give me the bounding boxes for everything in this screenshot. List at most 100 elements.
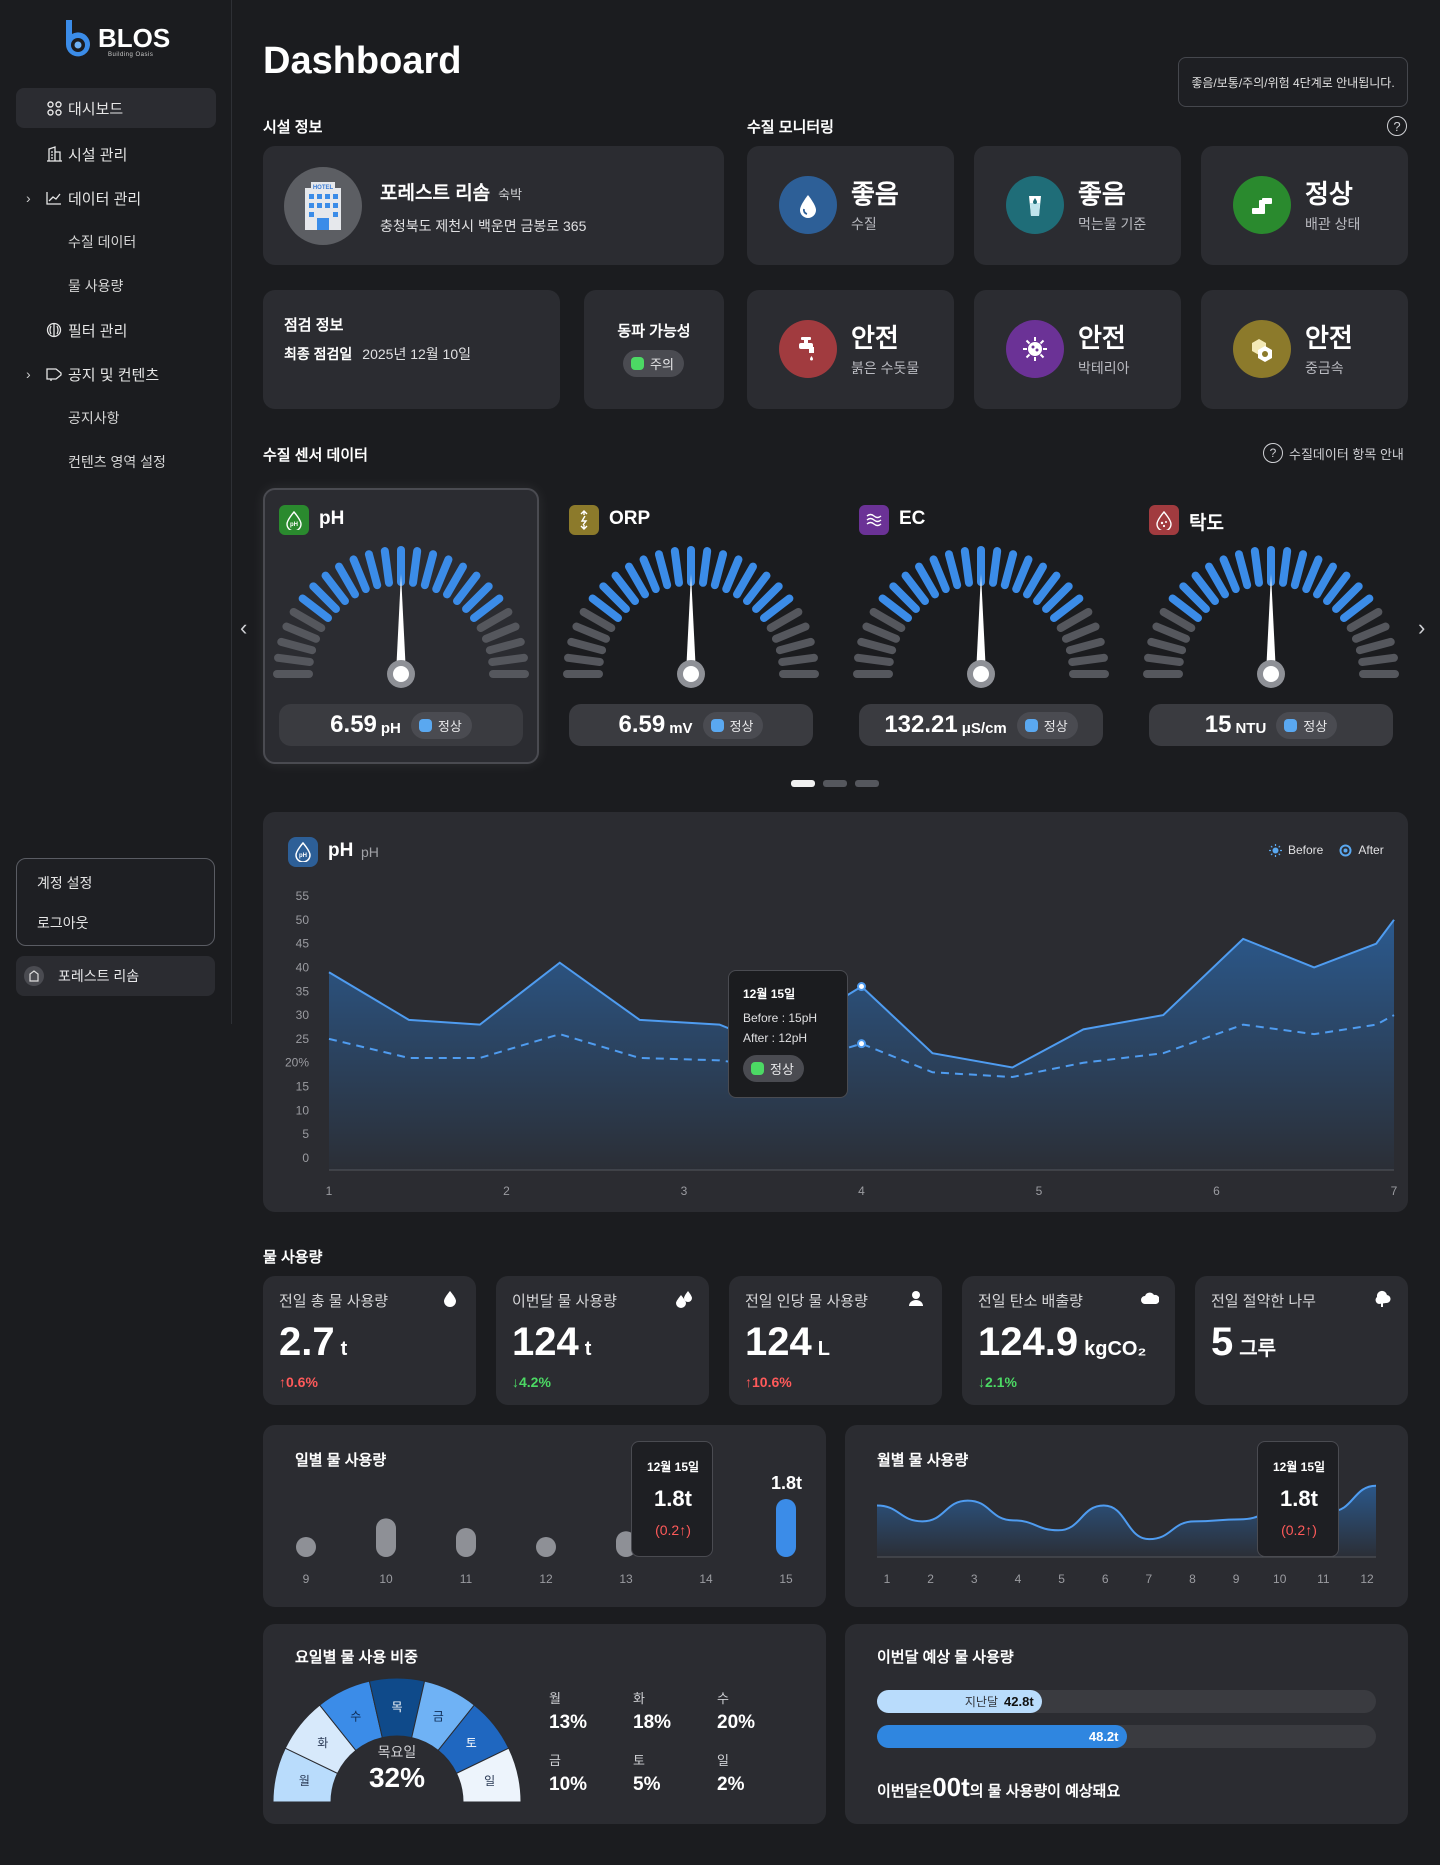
sensor-value-box: 6.59 pH 정상 <box>279 704 523 746</box>
status-dot <box>418 718 432 732</box>
y-tick-label: 55 <box>296 889 310 903</box>
x-tick-label: 14 <box>699 1572 713 1586</box>
stat-value: 124 t <box>512 1320 591 1365</box>
sensor-card-1[interactable]: pH pH 6.59 pH 정상 <box>263 488 539 764</box>
forecast-card: 이번달 예상 물 사용량 지난달 42.8t 48.2t 이번달은 00t 의 … <box>845 1624 1408 1824</box>
x-tick-label: 5 <box>1058 1572 1065 1586</box>
x-tick-label: 13 <box>619 1572 633 1586</box>
daily-bar-chart[interactable]: 9 10 11 12 13 14 15 <box>263 1425 826 1607</box>
donut-center-day: 목요일 <box>377 1744 417 1760</box>
gauge-tick <box>1355 637 1395 655</box>
sidebar-item-water-quality-data[interactable]: 수질 데이터 <box>16 220 216 264</box>
y-tick-label: 10 <box>296 1103 310 1117</box>
gauge-tick <box>298 594 333 622</box>
stat-unit: L <box>817 1338 830 1360</box>
gauge-tick <box>420 550 438 590</box>
gauge-tick <box>1144 653 1184 666</box>
account-settings-link[interactable]: 계정 설정 <box>37 875 93 891</box>
y-tick-label: 30 <box>296 1008 310 1022</box>
sensor-name: 탁도 <box>1189 513 1224 534</box>
this-month-value: 48.2t <box>1088 1729 1119 1744</box>
help-icon[interactable]: ? <box>1387 116 1407 136</box>
facility-switch-button[interactable]: 포레스트 리솜 <box>16 956 215 996</box>
water-status-card[interactable]: 정상 배관 상태 <box>1201 146 1408 265</box>
water-status-card[interactable]: 안전 중금속 <box>1201 290 1408 409</box>
tooltip-before: Before : 15pH <box>743 1011 818 1025</box>
status-badge: 정상 <box>702 711 764 739</box>
sidebar-item-notice-content[interactable]: › 공지 및 컨텐츠 <box>16 352 216 396</box>
turbidity-icon <box>1149 505 1179 535</box>
usage-stat-card: 이번달 물 사용량 124 t ↓4.2% <box>496 1276 709 1405</box>
help-icon: ? <box>1263 443 1283 463</box>
gauge-tick <box>1068 653 1108 666</box>
sidebar-item-data[interactable]: › 데이터 관리 <box>16 176 216 220</box>
gauge-tick <box>380 547 393 587</box>
sidebar-nav: 대시보드 시설 관리 › 데이터 관리 수질 데이터 물 사용량 필터 관리 ›… <box>16 88 216 484</box>
x-tick-label: 4 <box>858 1184 865 1198</box>
tree-icon <box>1374 1290 1392 1308</box>
stat-title: 이번달 물 사용량 <box>512 1293 617 1310</box>
status-text: 정상 <box>437 718 462 734</box>
sensor-guide-link[interactable]: ? 수질데이터 항목 안내 <box>1263 443 1404 463</box>
gauge-tick <box>752 582 783 613</box>
status-text: 정상 <box>1303 718 1328 734</box>
sidebar-item-filter[interactable]: 필터 관리 <box>16 308 216 352</box>
freeze-status: 주의 <box>650 357 674 372</box>
legend-pct: 5% <box>633 1774 661 1795</box>
carousel-prev-button[interactable]: ‹ <box>240 615 248 640</box>
sensor-card-3[interactable]: EC 132.21 μS/cm 정상 <box>843 488 1119 764</box>
gauge-tick <box>1279 547 1292 587</box>
gauge-tick <box>771 622 810 643</box>
gauge-tick <box>1358 653 1398 666</box>
stat-change: ↓4.2% <box>512 1374 551 1390</box>
gauge-tick <box>1159 608 1196 632</box>
stat-change: ↑0.6% <box>279 1374 318 1390</box>
water-status-card[interactable]: 안전 붉은 수돗물 <box>747 290 954 409</box>
status-badge: 정상 <box>1016 711 1078 739</box>
pagination-dot[interactable] <box>823 780 847 787</box>
status-label: 배관 상태 <box>1305 216 1361 232</box>
gauge-tick <box>1056 608 1093 632</box>
gauge-tick <box>321 571 349 606</box>
ph-chart-card: pH pH pH Before After 0 5 10 15 20% 25 30 35 40 4… <box>263 812 1408 1212</box>
water-status-card[interactable]: 좋음 먹는물 기준 <box>974 146 1181 265</box>
sensor-value-box: 132.21 μS/cm 정상 <box>859 704 1103 746</box>
x-tick-label: 8 <box>1189 1572 1196 1586</box>
stat-change: ↑10.6% <box>745 1374 792 1390</box>
daily-bar <box>456 1528 476 1557</box>
this-month-bar: 48.2t <box>877 1725 1127 1748</box>
water-status-card[interactable]: 좋음 수질 <box>747 146 954 265</box>
sensor-card-2[interactable]: ORP 6.59 mV 정상 <box>553 488 829 764</box>
gauge-hub-center <box>683 666 699 682</box>
water-status-card[interactable]: 안전 박테리아 <box>974 290 1181 409</box>
sidebar-item-water-usage[interactable]: 물 사용량 <box>16 264 216 308</box>
x-tick-label: 9 <box>303 1572 310 1586</box>
water-glass-icon <box>1006 176 1064 234</box>
brand-logo[interactable]: BLOS <box>60 18 170 58</box>
carousel-next-button[interactable]: › <box>1418 615 1426 640</box>
sidebar-item-label: 시설 관리 <box>68 146 128 164</box>
sidebar-item-dashboard[interactable]: 대시보드 <box>16 88 216 128</box>
slice-label: 수 <box>350 1709 361 1723</box>
gauge-tick <box>778 653 818 666</box>
logout-link[interactable]: 로그아웃 <box>37 915 89 931</box>
slice-label: 일 <box>484 1774 495 1788</box>
sidebar-item-label: 수질 데이터 <box>68 234 137 250</box>
pagination-dot[interactable] <box>855 780 879 787</box>
gauge-needle <box>1266 574 1276 674</box>
sensor-card-4[interactable]: 탁도 15 NTU 정상 <box>1133 488 1409 764</box>
sidebar-item-notices[interactable]: 공지사항 <box>16 396 216 440</box>
pagination-dot-active[interactable] <box>791 780 815 787</box>
tooltip-value: 1.8t <box>1280 1486 1318 1511</box>
sidebar-item-content-settings[interactable]: 컨텐츠 영역 설정 <box>16 440 216 484</box>
gauge-tick <box>1205 562 1229 599</box>
donut-slice <box>455 1747 522 1803</box>
sidebar-item-facility[interactable]: 시설 관리 <box>16 132 216 176</box>
drops-icon <box>675 1290 693 1308</box>
status-label: 중금속 <box>1305 360 1344 376</box>
stat-title: 전일 인당 물 사용량 <box>745 1293 868 1310</box>
stat-number: 5 <box>1211 1320 1234 1364</box>
usage-stat-card: 전일 인당 물 사용량 124 L ↑10.6% <box>729 1276 942 1405</box>
